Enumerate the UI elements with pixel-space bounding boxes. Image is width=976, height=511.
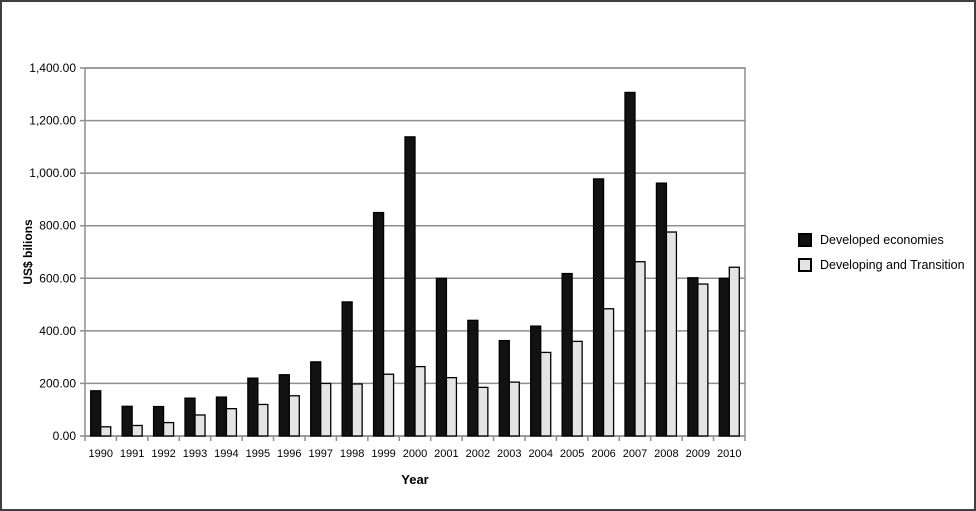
legend-swatch-developed-economies-icon: [798, 233, 812, 247]
y-tick-label: 600.00: [39, 271, 76, 285]
bar-developed-economies-1992: [152, 405, 165, 437]
bar-developed-economies-1998: [341, 301, 353, 437]
bar-developing-and-transition-1995: [257, 403, 269, 437]
bar-developed-economies-1993: [184, 397, 196, 437]
bar-developing-and-transition-2009: [697, 283, 709, 437]
bar-developed-economies-2002: [467, 319, 479, 437]
x-tick-label: 1996: [277, 448, 301, 460]
x-tick-label: 1993: [183, 448, 207, 460]
bar-developing-and-transition-2003: [508, 381, 520, 437]
x-tick-label: 2000: [403, 448, 427, 460]
legend-item-developing-transition: Developing and Transition: [798, 258, 965, 272]
x-tick-label: 2008: [654, 448, 678, 460]
x-tick-label: 2004: [528, 448, 552, 460]
x-tick-label: 1990: [88, 448, 112, 460]
x-tick-label: 1992: [151, 448, 175, 460]
x-tick-label: 2005: [560, 448, 584, 460]
bar-developing-and-transition-1991: [131, 424, 143, 437]
bar-developing-and-transition-1993: [194, 414, 206, 437]
y-tick-label: 200.00: [39, 376, 76, 390]
x-tick-label: 2009: [686, 448, 710, 460]
bar-developed-economies-2000: [404, 136, 416, 437]
x-tick-label: 1998: [340, 448, 364, 460]
bar-developing-and-transition-2006: [602, 308, 615, 437]
bar-developing-and-transition-2001: [445, 376, 458, 437]
bar-developed-economies-1997: [310, 361, 322, 437]
x-tick-label: 1994: [214, 448, 238, 460]
bar-developing-and-transition-2007: [634, 261, 646, 437]
legend-label-developed-economies: Developed economies: [820, 233, 944, 247]
bar-developing-and-transition-1998: [351, 383, 363, 437]
bar-developed-economies-1994: [215, 396, 228, 437]
bar-developing-and-transition-2002: [477, 386, 489, 437]
x-tick-label: 2007: [623, 448, 647, 460]
bar-developed-economies-2009: [687, 277, 699, 437]
x-tick-label: 1999: [371, 448, 395, 460]
legend-item-developed-economies: Developed economies: [798, 233, 965, 247]
x-tick-label: 2010: [717, 448, 741, 460]
bar-developing-and-transition-1999: [382, 373, 395, 437]
bar-developing-and-transition-2010: [728, 266, 740, 437]
bar-developed-economies-2005: [561, 272, 573, 437]
bar-developing-and-transition-2000: [414, 365, 426, 437]
legend: Developed economies Developing and Trans…: [798, 233, 965, 272]
bar-developing-and-transition-2004: [540, 351, 552, 437]
bar-developed-economies-2010: [718, 277, 730, 437]
bar-developed-economies-1990: [90, 390, 102, 437]
bar-developing-and-transition-1992: [162, 421, 175, 437]
bar-developed-economies-2007: [624, 91, 636, 437]
bar-developed-economies-2006: [592, 178, 605, 437]
bar-developed-economies-1991: [121, 405, 133, 437]
x-tick-label: 1995: [246, 448, 270, 460]
bar-developed-economies-2008: [655, 182, 668, 437]
bar-developing-and-transition-1997: [320, 382, 332, 437]
y-axis-title: US$ bilions: [21, 219, 35, 285]
x-tick-label: 2002: [466, 448, 490, 460]
bar-developed-economies-2003: [498, 339, 510, 437]
bar-developed-economies-2001: [435, 277, 448, 437]
bar-developing-and-transition-2008: [665, 231, 678, 437]
bar-developing-and-transition-1994: [225, 408, 238, 437]
y-tick-label: 1,200.00: [29, 114, 76, 128]
x-tick-label: 2001: [434, 448, 458, 460]
y-tick-label: 1,000.00: [29, 166, 76, 180]
bar-developed-economies-1996: [278, 374, 290, 437]
bar-developed-economies-1995: [247, 377, 259, 437]
x-tick-label: 1991: [120, 448, 144, 460]
x-tick-label: 2003: [497, 448, 521, 460]
y-tick-label: 0.00: [53, 429, 77, 443]
x-tick-label: 1997: [308, 448, 332, 460]
bar-developed-economies-1999: [372, 211, 385, 437]
bar-developing-and-transition-2005: [571, 340, 583, 437]
bar-developed-economies-2004: [530, 325, 542, 437]
legend-swatch-developing-transition-icon: [798, 258, 812, 272]
y-tick-label: 1,400.00: [29, 61, 76, 75]
y-tick-label: 400.00: [39, 324, 76, 338]
x-tick-label: 2006: [591, 448, 615, 460]
y-tick-label: 800.00: [39, 219, 76, 233]
legend-label-developing-transition: Developing and Transition: [820, 258, 965, 272]
bar-developing-and-transition-1996: [288, 395, 300, 437]
x-axis-title: Year: [401, 472, 429, 487]
bar-developing-and-transition-1990: [100, 426, 112, 437]
